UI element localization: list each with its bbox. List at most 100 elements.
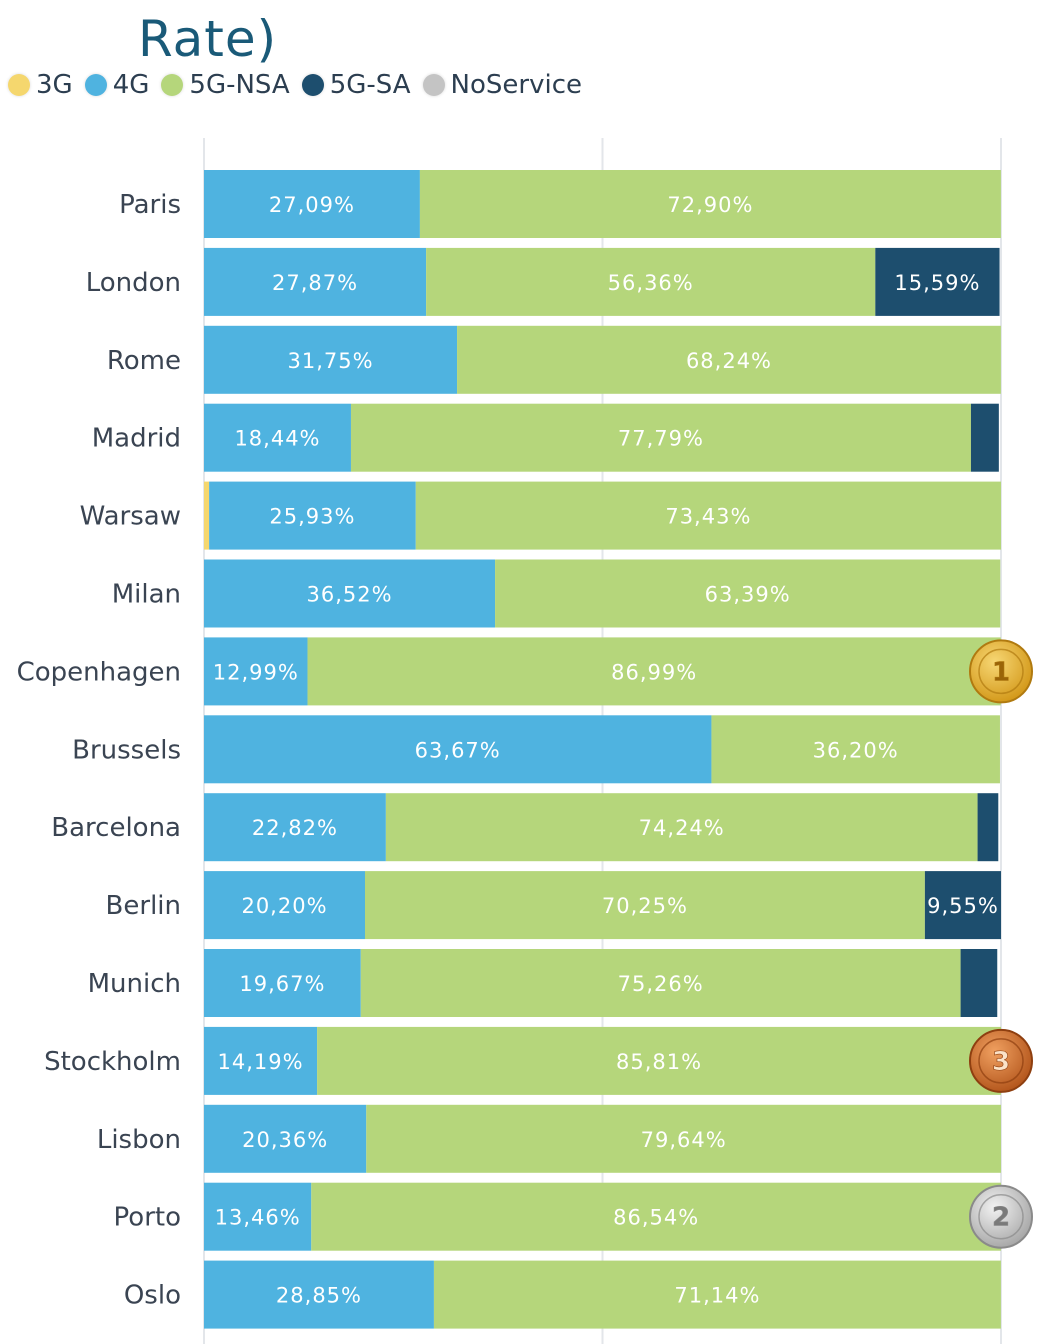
category-label: Berlin xyxy=(106,891,181,921)
bar-segment-4g xyxy=(204,1104,367,1173)
legend-label: 5G-NSA xyxy=(189,70,290,100)
data-label: 18,44% xyxy=(234,427,320,451)
bar-segment-5g-nsa xyxy=(426,247,876,316)
bar-segment-4g xyxy=(204,949,361,1017)
bar-segment-5g-nsa xyxy=(385,793,978,862)
legend-item-5g-sa[interactable]: 5G-SA xyxy=(301,70,411,100)
data-label: 31,75% xyxy=(287,349,373,373)
medal-ring xyxy=(978,1193,1024,1240)
bar-segment-5g-nsa xyxy=(415,481,1001,550)
legend-item-noservice[interactable]: NoService xyxy=(422,70,582,100)
bar-segment-5g-nsa xyxy=(419,170,1001,238)
legend-item-5g-nsa[interactable]: 5G-NSA xyxy=(161,70,290,100)
medal-gold-icon: 1 xyxy=(969,639,1033,704)
data-label: 14,19% xyxy=(218,1050,304,1074)
legend-swatch xyxy=(422,74,445,96)
data-label: 15,59% xyxy=(894,271,980,295)
bar-segment-4g xyxy=(204,170,420,238)
data-label: 56,36% xyxy=(608,271,694,295)
bar-segment-4g xyxy=(209,481,416,550)
data-label: 36,20% xyxy=(813,738,899,762)
data-label: 74,24% xyxy=(639,816,725,840)
data-label: 20,36% xyxy=(242,1128,328,1152)
category-label: Stockholm xyxy=(44,1047,181,1077)
data-label: 71,14% xyxy=(674,1284,760,1308)
data-label: 20,20% xyxy=(241,894,327,918)
data-label: 63,39% xyxy=(705,583,791,607)
medal-rank: 2 xyxy=(992,1203,1010,1233)
chart-title: Rate) xyxy=(138,10,278,68)
data-label: 25,93% xyxy=(269,505,355,529)
data-label: 73,43% xyxy=(665,505,751,529)
category-label: Munich xyxy=(88,969,181,999)
data-label: 86,99% xyxy=(611,660,697,684)
legend-swatch xyxy=(301,74,324,96)
bar-segment-5g-nsa xyxy=(711,715,1000,784)
data-label: 86,54% xyxy=(613,1206,699,1230)
data-label: 77,79% xyxy=(618,427,704,451)
category-label: Oslo xyxy=(124,1281,181,1311)
medal-rank: 1 xyxy=(992,657,1010,687)
data-label: 63,67% xyxy=(415,738,501,762)
legend-swatch xyxy=(161,74,184,96)
bar-segment-4g xyxy=(204,325,458,394)
bar-segment-4g xyxy=(204,793,386,862)
medal-bronze-icon: 3 xyxy=(969,1028,1033,1093)
bar-segment-4g xyxy=(204,559,496,628)
legend-swatch xyxy=(84,74,107,96)
data-label: 36,52% xyxy=(306,583,392,607)
bar-segment-4g xyxy=(204,403,351,472)
bar-segment-5g-sa xyxy=(924,871,1001,940)
legend-item-3g[interactable]: 3G xyxy=(8,70,73,100)
bar-segment-5g-nsa xyxy=(350,403,971,472)
category-label: Rome xyxy=(107,346,181,376)
bar-segment-5g-nsa xyxy=(457,325,1001,394)
bar-segment-5g-nsa xyxy=(311,1182,1001,1251)
bar-segment-4g xyxy=(204,637,308,706)
data-label: 12,99% xyxy=(213,660,299,684)
data-label: 27,09% xyxy=(269,193,355,217)
bar-segment-4g xyxy=(204,1182,312,1251)
bar-segment-3g xyxy=(204,481,210,550)
bar-segment-5g-nsa xyxy=(433,1260,1001,1329)
bar-segment-4g xyxy=(204,1260,434,1329)
legend-label: 3G xyxy=(36,70,73,100)
legend-item-4g[interactable]: 4G xyxy=(84,70,150,100)
bar-segment-4g xyxy=(204,715,712,784)
data-label: 79,64% xyxy=(641,1128,727,1152)
legend-label: 5G-SA xyxy=(329,70,411,100)
data-label: 68,24% xyxy=(686,349,772,373)
legend-swatch xyxy=(8,74,30,96)
category-label: Lisbon xyxy=(97,1125,181,1155)
data-label: 85,81% xyxy=(616,1050,702,1074)
data-label: 28,85% xyxy=(276,1284,362,1308)
bar-segment-5g-nsa xyxy=(360,949,961,1017)
bar-segment-5g-sa xyxy=(970,403,999,472)
data-label: 9,55% xyxy=(927,894,999,918)
category-label: Copenhagen xyxy=(17,657,181,687)
bar-segment-5g-nsa xyxy=(366,1104,1002,1173)
bar-segment-4g xyxy=(204,247,427,316)
data-label: 19,67% xyxy=(239,972,325,996)
data-label: 70,25% xyxy=(602,894,688,918)
bar-segment-4g xyxy=(204,1026,318,1095)
medal-ring xyxy=(978,1038,1024,1084)
legend-label: 4G xyxy=(112,70,150,100)
medal-ring xyxy=(978,648,1024,695)
category-label: Warsaw xyxy=(80,502,181,532)
bar-segment-5g-nsa xyxy=(307,637,1001,706)
data-label: 22,82% xyxy=(252,816,338,840)
medal-rank: 3 xyxy=(992,1047,1010,1077)
bar-segment-5g-nsa xyxy=(495,559,1001,628)
category-label: London xyxy=(86,268,181,298)
category-label: Porto xyxy=(114,1203,181,1233)
legend-label: NoService xyxy=(450,70,582,100)
bar-segment-5g-sa xyxy=(977,793,999,862)
category-label: Paris xyxy=(119,190,181,220)
medal-silver-icon: 2 xyxy=(969,1184,1033,1249)
bar-segment-5g-nsa xyxy=(317,1026,1001,1095)
data-label: 13,46% xyxy=(215,1206,301,1230)
bar-segment-5g-nsa xyxy=(364,871,925,940)
category-label: Brussels xyxy=(72,735,181,765)
